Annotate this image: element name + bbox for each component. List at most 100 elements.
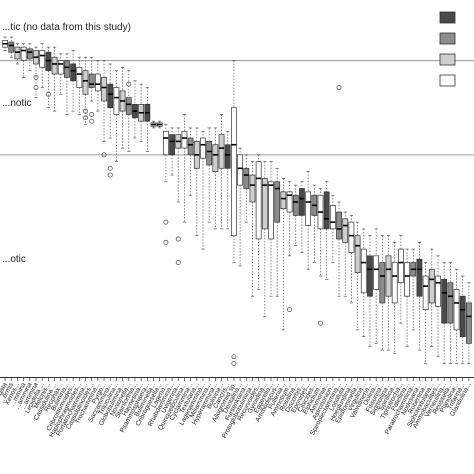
box-iqr: [268, 181, 274, 240]
box-iqr: [404, 262, 410, 297]
outlier-point: [101, 152, 107, 158]
box-plot: [169, 127, 175, 176]
box-plot: [156, 120, 163, 129]
box-iqr: [459, 295, 466, 337]
box-plot: [367, 235, 373, 348]
box-plot: [237, 147, 243, 267]
box-plot: [101, 60, 107, 158]
outlier-point: [163, 239, 169, 245]
legend-swatch: [439, 32, 456, 45]
box-plot: [280, 178, 287, 331]
box-plot: [422, 262, 429, 364]
outlier-point: [83, 108, 88, 114]
box-iqr: [466, 302, 472, 344]
box-plot: [224, 130, 231, 230]
box-plot: [397, 235, 404, 324]
box-iqr: [422, 275, 429, 311]
box-plot: [82, 56, 89, 125]
box-plot: [268, 161, 274, 297]
box-iqr: [280, 191, 287, 210]
box-iqr: [94, 73, 101, 92]
outlier-point: [231, 361, 237, 366]
outlier-point: [126, 81, 132, 87]
box-plot: [385, 235, 392, 351]
box-plot: [354, 221, 361, 331]
box-iqr: [348, 221, 355, 253]
box-plot: [348, 215, 355, 304]
box-iqr: [218, 134, 225, 169]
box-iqr: [113, 87, 120, 115]
zone-label-bottom: ...otic: [2, 254, 26, 265]
box-plot: [459, 275, 466, 364]
outlier-point: [318, 320, 323, 326]
box-iqr: [212, 144, 219, 173]
box-iqr: [45, 51, 52, 72]
box-plot: [435, 255, 441, 358]
box-plot: [243, 154, 250, 223]
box-plot: [187, 127, 194, 196]
box-iqr: [336, 211, 342, 240]
box-plot: [70, 50, 77, 112]
box-plot: [45, 46, 52, 109]
box-plot: [373, 228, 380, 344]
box-iqr: [82, 70, 89, 95]
box-iqr: [453, 289, 460, 331]
outlier-point: [107, 172, 113, 178]
box-plot: [416, 242, 423, 351]
outlier-point: [107, 165, 113, 171]
legend: [439, 11, 456, 87]
box-plot: [39, 43, 46, 88]
box-iqr: [64, 60, 70, 78]
box-plot: [150, 120, 157, 129]
box-iqr: [57, 60, 64, 75]
box-plot: [218, 114, 225, 230]
box-plot: [336, 85, 342, 297]
box-plot: [255, 154, 262, 290]
box-plot: [323, 181, 330, 280]
box-iqr: [249, 174, 256, 203]
box-iqr: [237, 154, 243, 186]
box-plot: [274, 167, 281, 297]
box-plot: [14, 43, 21, 65]
box-iqr: [125, 97, 132, 115]
box-plot: [249, 161, 256, 297]
box-iqr: [373, 255, 380, 290]
box-plot: [8, 36, 15, 58]
box-plot: [138, 83, 145, 142]
box-iqr: [8, 41, 15, 53]
box-plot: [379, 235, 386, 351]
box-plot: [342, 211, 349, 297]
box-plot: [51, 46, 58, 112]
outlier-point: [83, 115, 88, 121]
box-plot: [329, 194, 336, 263]
outlier-point: [287, 307, 293, 313]
box-iqr: [379, 262, 386, 304]
outlier-point: [163, 219, 169, 225]
box-iqr: [428, 268, 435, 304]
box-iqr: [329, 204, 336, 230]
box-plot: [292, 184, 299, 247]
box-series: [2, 36, 472, 366]
box-iqr: [14, 46, 21, 60]
box-plot: [404, 248, 410, 348]
box-iqr: [441, 279, 448, 324]
box-iqr: [206, 141, 213, 166]
box-iqr: [255, 161, 262, 240]
box-plot: [311, 184, 318, 263]
box-iqr: [435, 275, 441, 307]
box-iqr: [224, 144, 231, 169]
box-plot: [453, 268, 460, 364]
box-plot: [94, 60, 101, 112]
box-plot: [2, 36, 8, 51]
box-iqr: [367, 255, 373, 297]
box-plot: [206, 127, 213, 223]
box-plot: [113, 70, 120, 162]
box-plot: [231, 60, 237, 366]
legend-swatch: [439, 53, 456, 66]
box-iqr: [299, 188, 305, 216]
box-plot: [88, 56, 95, 124]
box-iqr: [360, 248, 367, 294]
box-iqr: [342, 218, 349, 243]
box-plot: [144, 87, 151, 152]
box-iqr: [391, 262, 398, 304]
